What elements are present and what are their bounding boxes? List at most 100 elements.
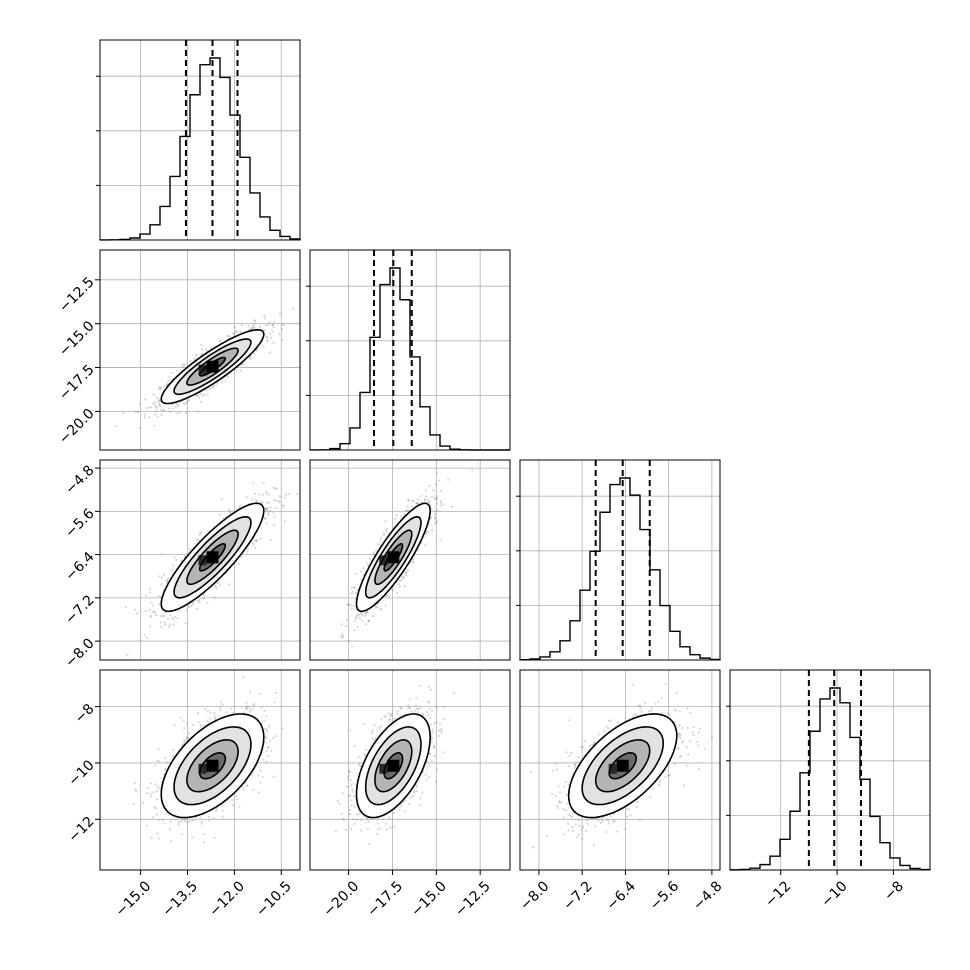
sample-point — [397, 583, 400, 586]
sample-point — [281, 327, 284, 331]
sample-point — [367, 620, 370, 623]
sample-point — [126, 654, 129, 657]
sample-point — [195, 353, 198, 357]
sample-point — [213, 385, 216, 388]
sample-point — [379, 608, 382, 611]
sample-point — [250, 326, 253, 329]
contour-line-1-0-3 — [160, 328, 265, 405]
sample-point — [275, 499, 278, 502]
sample-point — [155, 759, 159, 762]
sample-point — [157, 386, 161, 389]
sample-point — [148, 608, 151, 612]
contour-line-2-1-1 — [374, 529, 413, 586]
sample-point — [227, 508, 230, 511]
sample-point — [213, 596, 216, 599]
sample-point — [152, 393, 155, 396]
sample-point — [252, 481, 255, 484]
sample-point — [206, 601, 209, 605]
sample-point — [212, 817, 215, 820]
sample-point — [170, 568, 173, 571]
sample-point — [166, 579, 169, 582]
sample-point — [411, 505, 414, 508]
sample-point — [364, 612, 367, 615]
hist-panel-2 — [516, 459, 721, 661]
sample-point — [265, 737, 268, 740]
sample-point — [434, 521, 438, 524]
sample-point — [362, 573, 365, 576]
sample-point — [353, 628, 356, 631]
sample-point — [205, 348, 208, 351]
sample-point — [442, 503, 445, 506]
sample-point — [277, 499, 280, 503]
sample-point — [144, 609, 147, 612]
sample-point — [158, 603, 161, 606]
sample-point — [239, 369, 242, 372]
sample-point — [262, 758, 265, 761]
sample-point — [143, 413, 146, 416]
sample-point — [195, 394, 198, 397]
sample-point — [172, 564, 175, 567]
sample-point — [179, 401, 182, 404]
sample-point — [196, 712, 200, 715]
sample-point — [160, 625, 163, 628]
sample-point — [434, 518, 437, 521]
sample-point — [433, 516, 437, 520]
sample-point — [432, 489, 435, 492]
sample-point — [353, 586, 356, 589]
sample-point — [124, 605, 127, 609]
sample-point — [189, 820, 192, 823]
sample-point — [199, 392, 202, 395]
sample-point — [155, 408, 158, 411]
contour-line-1-0-1 — [186, 347, 239, 386]
sample-point — [153, 611, 156, 614]
sample-point — [362, 567, 365, 570]
sample-point — [260, 501, 263, 505]
sample-point — [428, 500, 431, 503]
sample-point — [265, 715, 268, 718]
sample-point — [189, 359, 192, 363]
contour-line-2-0-0 — [198, 543, 227, 572]
sample-point — [253, 492, 257, 495]
sample-point — [182, 818, 186, 822]
sample-point — [368, 557, 372, 560]
sample-point — [178, 411, 181, 414]
sample-point — [167, 379, 170, 382]
scatter-frame-2-1 — [309, 459, 511, 661]
sample-point — [263, 315, 266, 318]
hist-frame-1 — [309, 249, 511, 451]
sample-point — [423, 498, 426, 501]
sample-point — [180, 559, 183, 562]
sample-point — [406, 509, 410, 512]
sample-point — [247, 325, 250, 328]
sample-point — [272, 341, 275, 344]
sample-point — [433, 515, 436, 519]
sample-point — [259, 781, 262, 784]
sample-point — [273, 516, 276, 519]
sample-point — [239, 504, 242, 507]
sample-point — [179, 716, 182, 719]
sample-point — [236, 507, 239, 510]
sample-point — [155, 613, 158, 617]
sample-point — [154, 783, 157, 786]
sample-point — [262, 481, 265, 485]
sample-point — [267, 513, 270, 517]
sample-point — [256, 499, 259, 502]
sample-point — [349, 604, 352, 607]
sample-point — [262, 493, 265, 496]
sample-point — [403, 585, 406, 588]
sample-point — [232, 332, 235, 335]
sample-point — [172, 749, 175, 752]
sample-point — [261, 775, 264, 779]
sample-point — [447, 478, 450, 481]
sample-point — [137, 410, 140, 413]
sample-point — [165, 581, 169, 584]
sample-point — [353, 586, 356, 589]
density-peak-b-2-0 — [198, 555, 207, 566]
contour-line-2-0-2 — [173, 515, 252, 599]
sample-point — [364, 623, 368, 626]
sample-point — [154, 406, 157, 409]
sample-point — [391, 589, 394, 592]
sample-point — [401, 577, 404, 580]
sample-point — [436, 502, 439, 505]
sample-point — [240, 555, 243, 559]
